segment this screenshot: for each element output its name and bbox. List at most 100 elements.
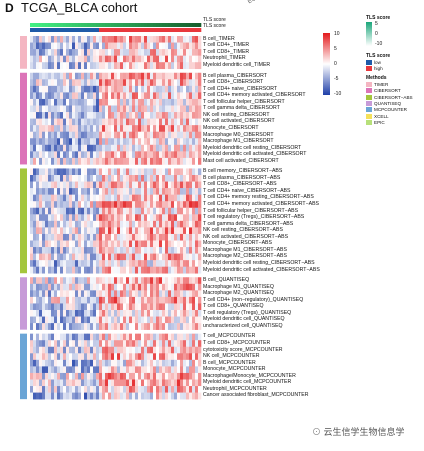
heatmap-cell bbox=[189, 277, 193, 285]
heatmap-row-label: Monocyte_MCPCOUNTER bbox=[203, 366, 266, 373]
heatmap-cell bbox=[195, 283, 199, 291]
heatmap-cell bbox=[132, 303, 136, 311]
heatmap-cell bbox=[141, 266, 145, 274]
heatmap-cell bbox=[54, 36, 58, 43]
heatmap-cell bbox=[123, 240, 127, 248]
heatmap-cell bbox=[54, 266, 58, 274]
heatmap-cell bbox=[198, 125, 202, 132]
heatmap-cell bbox=[42, 277, 46, 285]
heatmap-cell bbox=[180, 220, 184, 228]
heatmap-cell bbox=[78, 85, 82, 93]
heatmap-cell bbox=[123, 175, 127, 182]
heatmap-cell bbox=[129, 372, 133, 380]
heatmap-cell bbox=[75, 98, 79, 106]
heatmap-cell bbox=[78, 260, 82, 267]
heatmap-cell bbox=[63, 277, 67, 285]
heatmap-cell bbox=[75, 266, 79, 274]
legend-tick: 5 bbox=[375, 21, 378, 27]
heatmap-cell bbox=[48, 333, 52, 341]
heatmap-cell bbox=[87, 366, 91, 374]
heatmap-cell bbox=[36, 283, 40, 291]
heatmap-cell bbox=[63, 310, 67, 317]
heatmap-cell bbox=[60, 85, 64, 93]
heatmap-cell bbox=[69, 112, 73, 119]
heatmap-cell bbox=[87, 207, 91, 215]
heatmap-cell bbox=[90, 303, 94, 311]
annotation-cell-score bbox=[96, 23, 100, 27]
annotation-cell-score bbox=[159, 23, 163, 27]
heatmap-cell bbox=[108, 42, 112, 50]
heatmap-cell bbox=[183, 188, 187, 195]
heatmap-cell bbox=[90, 277, 94, 285]
heatmap-cell bbox=[180, 194, 184, 202]
heatmap-cell bbox=[30, 353, 34, 361]
heatmap-cell bbox=[57, 359, 61, 367]
heatmap-cell bbox=[117, 49, 121, 56]
heatmap-cell bbox=[81, 310, 85, 317]
heatmap-cell bbox=[72, 175, 76, 182]
heatmap-cell bbox=[111, 72, 115, 80]
heatmap-cell bbox=[171, 253, 175, 261]
heatmap-cell bbox=[33, 85, 37, 93]
heatmap-cell bbox=[162, 340, 166, 348]
heatmap-cell bbox=[162, 36, 166, 43]
heatmap-cell bbox=[81, 194, 85, 202]
heatmap-cell bbox=[144, 240, 148, 248]
heatmap-cell bbox=[78, 303, 82, 311]
heatmap-cell bbox=[51, 253, 55, 261]
heatmap-cell bbox=[117, 92, 121, 100]
heatmap-cell bbox=[90, 79, 94, 87]
heatmap-cell bbox=[102, 92, 106, 100]
heatmap-cell bbox=[192, 105, 196, 113]
heatmap-cell bbox=[87, 386, 91, 393]
heatmap-cell bbox=[114, 303, 118, 311]
heatmap-cell bbox=[30, 79, 34, 87]
heatmap-cell bbox=[165, 151, 169, 159]
heatmap-cell bbox=[99, 105, 103, 113]
heatmap-cell bbox=[69, 194, 73, 202]
heatmap-cell bbox=[66, 42, 70, 50]
heatmap-cell bbox=[84, 260, 88, 267]
annotation-cell-score bbox=[162, 23, 166, 27]
heatmap-cell bbox=[192, 92, 196, 100]
heatmap-cell bbox=[192, 316, 196, 324]
heatmap-cell bbox=[177, 266, 181, 274]
heatmap-cell bbox=[75, 181, 79, 189]
heatmap-cell bbox=[159, 283, 163, 291]
heatmap-cell bbox=[150, 112, 154, 119]
heatmap-cell bbox=[105, 290, 109, 298]
heatmap-cell bbox=[195, 144, 199, 152]
heatmap-cell bbox=[132, 207, 136, 215]
heatmap-cell bbox=[171, 72, 175, 80]
heatmap-cell bbox=[87, 131, 91, 139]
heatmap-cell bbox=[186, 175, 190, 182]
heatmap-cell bbox=[111, 227, 115, 235]
heatmap-cell bbox=[111, 144, 115, 152]
heatmap-cell bbox=[39, 151, 43, 159]
heatmap-cell bbox=[153, 144, 157, 152]
heatmap-cell bbox=[30, 303, 34, 311]
heatmap-cell bbox=[174, 392, 178, 400]
annotation-cell-group bbox=[54, 28, 58, 32]
heatmap-cell bbox=[72, 316, 76, 324]
heatmap-cell bbox=[135, 310, 139, 317]
heatmap-cell bbox=[168, 359, 172, 367]
heatmap-cell bbox=[144, 283, 148, 291]
heatmap-cell bbox=[186, 181, 190, 189]
heatmap-cell bbox=[180, 233, 184, 241]
heatmap-cell bbox=[45, 207, 49, 215]
heatmap-cell bbox=[120, 346, 124, 354]
heatmap-cell bbox=[57, 233, 61, 241]
heatmap-cell bbox=[165, 316, 169, 324]
heatmap-cell bbox=[33, 79, 37, 87]
heatmap-cell bbox=[183, 72, 187, 80]
heatmap-cell bbox=[135, 233, 139, 241]
heatmap-cell bbox=[189, 207, 193, 215]
heatmap-cell bbox=[183, 214, 187, 222]
heatmap-cell bbox=[126, 253, 130, 261]
heatmap-cell bbox=[129, 151, 133, 159]
heatmap-cell bbox=[81, 207, 85, 215]
heatmap-cell bbox=[141, 131, 145, 139]
heatmap-cell bbox=[180, 283, 184, 291]
heatmap-cell bbox=[81, 168, 85, 176]
